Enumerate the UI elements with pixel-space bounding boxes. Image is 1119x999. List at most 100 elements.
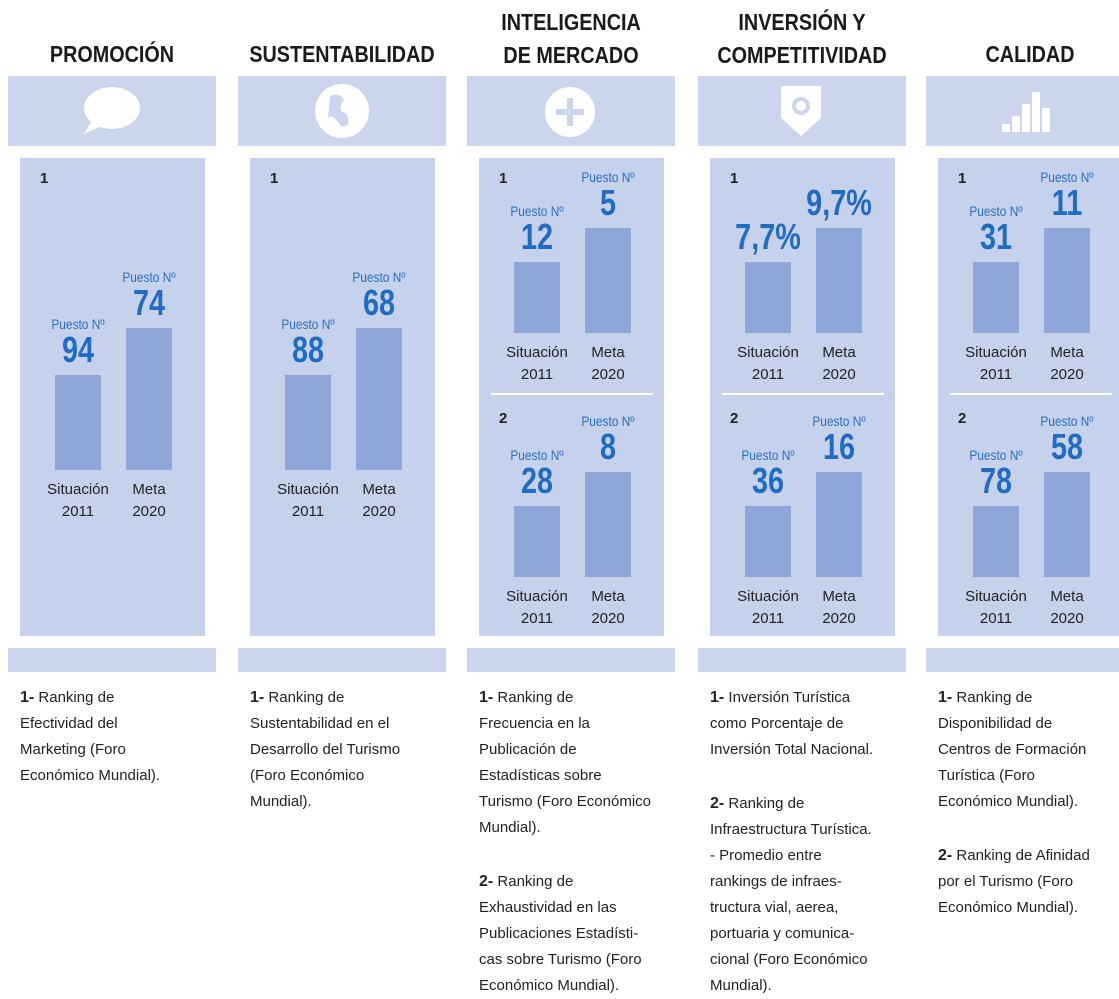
bar	[585, 472, 631, 577]
rank-label: Puesto Nº	[1040, 169, 1094, 185]
note-text: Ranking de	[956, 689, 1033, 706]
bar-caption: 2011	[751, 366, 785, 383]
note-text: Inversión Total Nacional.	[710, 741, 874, 758]
column-title: SUSTENTABILIDAD	[249, 41, 435, 67]
panel-bg	[479, 158, 664, 636]
panel-index: 1	[40, 170, 49, 187]
bar-caption: 2011	[979, 610, 1013, 627]
rank-value: 8	[599, 426, 617, 467]
bar	[816, 228, 862, 333]
panel-index: 1	[499, 170, 508, 187]
bar-caption: Situación	[506, 588, 568, 605]
note-line: Sustentabilidad en el	[250, 711, 389, 737]
note-line: 1- Ranking de	[20, 685, 114, 711]
bar-caption: Meta	[362, 481, 396, 498]
panel-separator	[950, 393, 1112, 395]
note-text: Mundial).	[479, 819, 541, 836]
bar-caption: Meta	[1050, 588, 1084, 605]
note-number: 1-	[938, 689, 953, 706]
note-text: Disponibilidad de	[938, 715, 1053, 732]
panel-separator	[491, 393, 653, 395]
bar	[1044, 228, 1090, 333]
bar	[973, 262, 1019, 333]
note-text: Mundial).	[250, 793, 312, 810]
bar	[585, 228, 631, 333]
note-line: Centros de Formación	[938, 737, 1086, 763]
bar-caption: 2020	[591, 366, 625, 383]
note-line: Económico Mundial).	[20, 763, 160, 789]
icon-layer	[84, 84, 1050, 138]
bar-caption: Meta	[822, 344, 856, 361]
bar-caption: Situación	[737, 344, 799, 361]
note-text: Desarrollo del Turismo	[250, 741, 401, 758]
rank-value: 28	[520, 460, 554, 501]
rank-value: 11	[1051, 182, 1083, 223]
note-text: - Promedio entre	[710, 847, 822, 864]
note-line: 2- Ranking de	[710, 791, 804, 817]
note-line: cas sobre Turismo (Foro	[479, 947, 642, 973]
note-line: (Foro Económico	[250, 763, 364, 789]
bar-caption: 2011	[61, 503, 95, 520]
note-text: tructura vial, aerea,	[710, 899, 839, 916]
bar-caption: Situación	[277, 481, 339, 498]
bar-caption: Meta	[1050, 344, 1084, 361]
bar-caption: 2020	[822, 610, 856, 627]
note-number: 1-	[710, 689, 725, 706]
rank-label: Puesto Nº	[969, 447, 1023, 463]
note-text: por el Turismo (Foro	[938, 873, 1074, 890]
panel-index: 2	[730, 410, 739, 427]
note-line: 2- Ranking de Afinidad	[938, 843, 1090, 869]
note-text: Ranking de	[497, 689, 574, 706]
note-line: Infraestructura Turística.	[710, 817, 872, 843]
column-title: COMPETITIVIDAD	[717, 42, 887, 68]
note-line: Económico Mundial).	[479, 973, 619, 999]
bar-caption: Meta	[591, 588, 625, 605]
bar	[816, 472, 862, 577]
plus-icon	[545, 87, 595, 137]
note-text: Ranking de	[38, 689, 115, 706]
column-title: PROMOCIÓN	[49, 41, 175, 67]
note-text: Sustentabilidad en el	[250, 715, 390, 732]
note-line: Estadísticas sobre	[479, 763, 602, 789]
rank-label: Puesto Nº	[510, 447, 564, 463]
note-line: - Promedio entre	[710, 843, 822, 869]
rank-value: 94	[61, 329, 95, 370]
globe-icon	[315, 84, 369, 138]
note-text: como Porcentaje de	[710, 715, 844, 732]
rank-label: Puesto Nº	[1040, 413, 1094, 429]
note-text: Económico Mundial).	[938, 793, 1079, 810]
bar-caption: 2011	[979, 366, 1013, 383]
note-line: Marketing (Foro	[20, 737, 126, 763]
note-line: portuaria y comunica-	[710, 921, 854, 947]
note-text: Ranking de	[728, 795, 805, 812]
note-text: Infraestructura Turística.	[710, 821, 872, 838]
panel-index: 2	[499, 410, 508, 427]
note-line: 1- Ranking de	[250, 685, 344, 711]
note-line: 1- Ranking de	[938, 685, 1032, 711]
bar-caption: 2020	[1050, 610, 1084, 627]
note-line: Mundial).	[479, 815, 541, 841]
rank-value: 58	[1050, 426, 1084, 467]
note-text: Económico Mundial).	[20, 767, 161, 784]
note-number: 2-	[938, 847, 953, 864]
bar	[745, 262, 791, 333]
note-text: cas sobre Turismo (Foro	[479, 951, 642, 968]
rank-value: 31	[979, 216, 1013, 257]
note-number: 2-	[710, 795, 725, 812]
rank-value: 7,7%	[735, 216, 801, 257]
rank-value: 36	[751, 460, 785, 501]
bar	[514, 262, 560, 333]
rank-value: 12	[520, 216, 554, 257]
bar-caption: 2011	[751, 610, 785, 627]
note-text: portuaria y comunica-	[710, 925, 855, 942]
rank-value: 9,7%	[806, 182, 872, 223]
speech-icon	[84, 87, 140, 134]
pin-icon	[781, 86, 821, 136]
bar	[126, 328, 172, 470]
note-text: Frecuencia en la	[479, 715, 590, 732]
bar-caption: Situación	[737, 588, 799, 605]
bars-icon	[1002, 92, 1050, 132]
bar-caption: 2011	[520, 366, 554, 383]
note-text: Ranking de	[497, 873, 574, 890]
